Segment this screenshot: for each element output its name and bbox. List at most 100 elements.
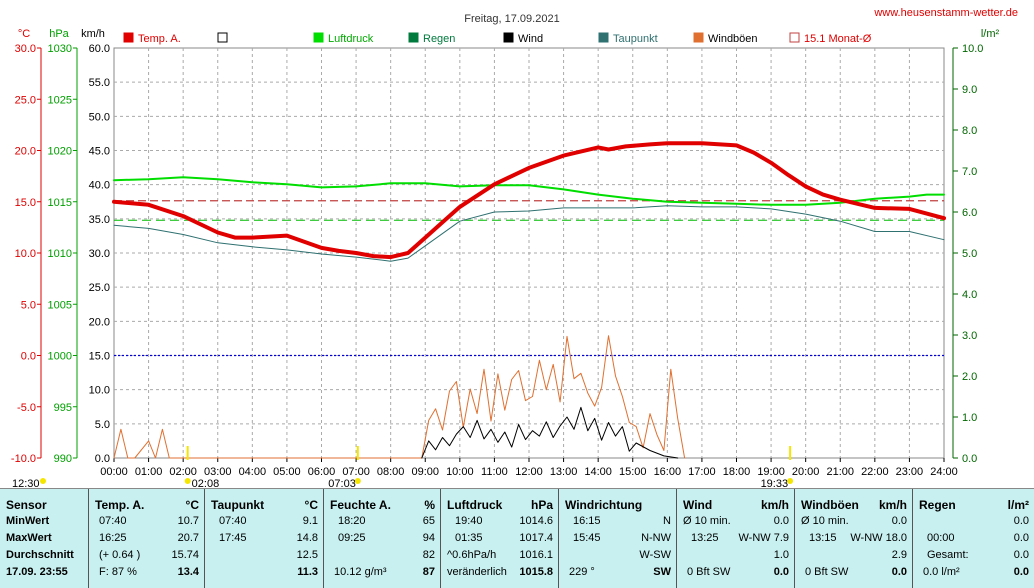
column-humidity: Feuchte A. % 18:20 65 09:25 94 82 10.12 …: [323, 489, 441, 588]
x-tick-label: 17:00: [688, 466, 716, 478]
dir-degrees: 229 °: [569, 566, 595, 578]
x-tick-label: 20:00: [792, 466, 820, 478]
temp-tick-label: 25.0: [15, 94, 36, 106]
pressure-tick-label: 1015: [48, 197, 72, 209]
wind-cur-value: 0.0: [773, 566, 789, 578]
rain-tick-label: 5.0: [962, 248, 977, 260]
pressure-tick-label: 1000: [48, 351, 72, 363]
rain-tick-label: 8.0: [962, 125, 977, 137]
rain-row1-value: 0.0: [1013, 515, 1029, 527]
row-label-avg: Durchschnitt: [6, 549, 74, 561]
gust-bft: 0 Bft SW: [805, 566, 849, 578]
hum-unit: %: [424, 498, 435, 512]
legend-swatch: [503, 32, 514, 43]
x-tick-label: 03:00: [204, 466, 232, 478]
temp-tick-label: 15.0: [15, 197, 36, 209]
wind-max-time: 13:25: [691, 532, 719, 544]
series-luftdruck: [113, 176, 945, 206]
rain-tick-label: 0.0: [962, 453, 977, 465]
row-label-max: MaxWert: [6, 532, 52, 544]
legend-swatch: [693, 32, 704, 43]
dew-min-time: 07:40: [219, 515, 247, 527]
legend-swatch: [598, 32, 609, 43]
temp-cur-label: F: 87 %: [99, 566, 137, 578]
dew-max-time: 17:45: [219, 532, 247, 544]
x-tick-label: 12:00: [515, 466, 543, 478]
dir-min-value: N: [663, 515, 671, 527]
pressure-tick-label: 1020: [48, 146, 72, 158]
series-layer: [112, 141, 946, 459]
x-tick-label: 04:00: [239, 466, 267, 478]
rain-cur-value: 0.0: [1013, 566, 1029, 578]
temp-tick-label: 5.0: [21, 299, 36, 311]
temp-min-time: 07:40: [99, 515, 127, 527]
wind-tick-label: 30.0: [89, 248, 110, 260]
rain-tick-label: 1.0: [962, 412, 977, 424]
press-max-value: 1017.4: [519, 532, 553, 544]
dir-title: Windrichtung: [565, 498, 643, 512]
temp-tick-label: 0.0: [21, 351, 36, 363]
rain-current-label: 0.0 l/m²: [923, 566, 960, 578]
x-tick-label: 16:00: [654, 466, 682, 478]
rain-tick-label: 10.0: [962, 43, 983, 55]
press-cur-value: 1015.8: [519, 566, 553, 578]
press-avg-value: 1016.1: [519, 549, 553, 561]
column-dewpoint: Taupunkt °C 07:40 9.1 17:45 14.8 12.5 11…: [204, 489, 324, 588]
x-tick-label: 02:00: [169, 466, 197, 478]
wind-tick-label: 10.0: [89, 385, 110, 397]
temp-tick-label: -5.0: [17, 402, 36, 414]
rain-tick-label: 9.0: [962, 84, 977, 96]
marker-dot: [354, 478, 361, 484]
rain-title: Regen: [919, 498, 956, 512]
x-tick-label: 23:00: [896, 466, 924, 478]
legend-swatch: [123, 32, 134, 43]
wind-tick-label: 20.0: [89, 316, 110, 328]
legend-label: Regen: [423, 33, 455, 45]
x-tick-label: 01:00: [135, 466, 163, 478]
row-labels-column: Sensor MinWert MaxWert Durchschnitt 17.0…: [0, 489, 88, 588]
wind-avg10-label: Ø 10 min.: [683, 515, 731, 527]
site-url[interactable]: www.heusenstamm-wetter.de: [873, 7, 1018, 19]
dew-max-value: 14.8: [296, 532, 318, 544]
press-trend: ^0.6hPa/h: [447, 549, 497, 561]
rain-total-label: Gesamt:: [927, 549, 969, 561]
temp-max-time: 16:25: [99, 532, 127, 544]
wind-tick-label: 50.0: [89, 111, 110, 123]
wind-unit-label: km/h: [81, 28, 105, 40]
rain-tick-label: 7.0: [962, 166, 977, 178]
press-min-time: 19:40: [455, 515, 483, 527]
stats-table: Sensor MinWert MaxWert Durchschnitt 17.0…: [0, 488, 1034, 588]
row-label-sensor: Sensor: [6, 498, 47, 512]
gust-max-value: W-NW 18.0: [850, 532, 907, 544]
pressure-tick-label: 1005: [48, 299, 72, 311]
x-tick-label: 11:00: [481, 466, 508, 478]
series-taupunkt: [113, 205, 945, 262]
dew-avg-value: 12.5: [296, 549, 318, 561]
wind-unit: km/h: [760, 498, 789, 512]
x-tick-label: 00:00: [100, 466, 128, 478]
gust-title: Windböen: [801, 498, 859, 512]
x-tick-label: 07:00: [342, 466, 370, 478]
marker-label: 12:30: [12, 478, 40, 488]
temp-unit-label: °C: [18, 28, 30, 40]
column-wind-direction: Windrichtung 16:15 N 15:45 N-NW W-SW 229…: [558, 489, 677, 588]
hum-min-time: 18:20: [338, 515, 366, 527]
press-max-time: 01:35: [455, 532, 483, 544]
series-temp-a-: [112, 141, 946, 260]
dir-cur-value: SW: [653, 566, 671, 578]
column-gusts: Windböen km/h Ø 10 min. 0.0 13:15 W-NW 1…: [794, 489, 913, 588]
gust-avg10-label: Ø 10 min.: [801, 515, 849, 527]
legend: Temp. A. Luftdruck Regen Wind Taupunkt Windbö…: [123, 32, 872, 45]
dew-min-value: 9.1: [302, 515, 318, 527]
hum-min-value: 65: [422, 515, 435, 527]
hum-avg-value: 82: [422, 549, 435, 561]
column-wind: Wind km/h Ø 10 min. 0.0 13:25 W-NW 7.9 1…: [676, 489, 795, 588]
marker-dot: [787, 478, 794, 484]
hum-abs: 10.12 g/m³: [334, 566, 387, 578]
wind-tick-label: 15.0: [89, 351, 110, 363]
rain-total-value: 0.0: [1013, 549, 1029, 561]
hum-max-time: 09:25: [338, 532, 366, 544]
legend-label: Windböen: [708, 33, 758, 45]
gust-unit: km/h: [878, 498, 907, 512]
press-min-value: 1014.6: [519, 515, 553, 527]
